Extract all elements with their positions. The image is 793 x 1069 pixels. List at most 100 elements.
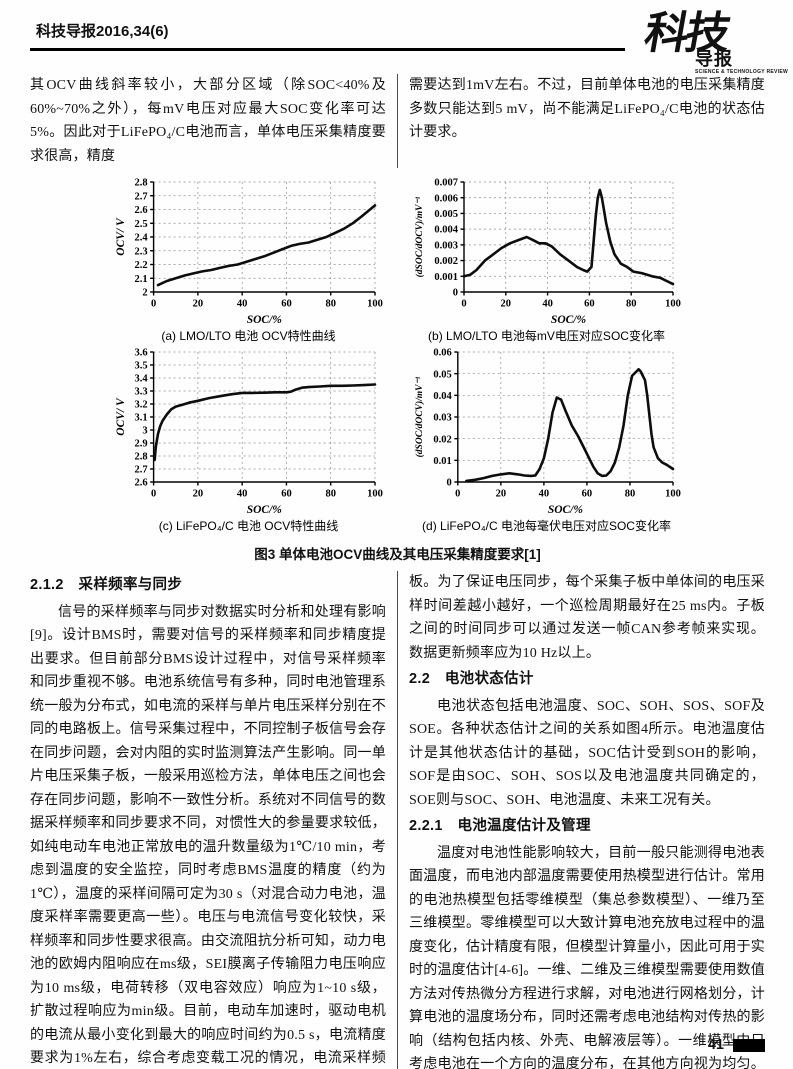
svg-text:0.05: 0.05 bbox=[433, 369, 451, 380]
svg-text:60: 60 bbox=[281, 489, 292, 500]
chart-a-caption: (a) LMO/LTO 电池 OCV特性曲线 bbox=[161, 329, 336, 343]
svg-text:0.01: 0.01 bbox=[433, 456, 451, 467]
svg-text:3: 3 bbox=[142, 426, 147, 437]
svg-text:100: 100 bbox=[367, 299, 383, 310]
svg-text:SOC/%: SOC/% bbox=[550, 314, 585, 326]
svg-text:2.7: 2.7 bbox=[134, 465, 147, 476]
svg-text:2.9: 2.9 bbox=[134, 439, 147, 450]
svg-text:OCV/ V: OCV/ V bbox=[115, 397, 127, 436]
section-2-2-1-paragraph: 温度对电池性能影响较大，目前一般只能测得电池表面温度，而电池内部温度需要使用热模… bbox=[409, 845, 765, 1069]
intro-columns: 其OCV曲线斜率较小，大部分区域（除SOC<40%及60%~70%之外），每mV… bbox=[30, 74, 765, 168]
svg-text:0.001: 0.001 bbox=[434, 272, 458, 283]
svg-text:2.5: 2.5 bbox=[134, 219, 147, 230]
svg-text:60: 60 bbox=[584, 299, 595, 310]
chart-c-lifepo4-ocv-curve: 2.6 2.7 2.8 2.9 3 3.1 3.2 3.3 3.4 3.5 3.6 0 20 40 60 80… bbox=[115, 348, 383, 516]
svg-text:0.004: 0.004 bbox=[434, 225, 458, 236]
svg-text:80: 80 bbox=[325, 299, 336, 310]
svg-text:0.03: 0.03 bbox=[433, 413, 451, 424]
svg-text:20: 20 bbox=[192, 489, 203, 500]
section-2-2-paragraph: 电池状态包括电池温度、SOC、SOH、SOS、SOF及SOE。各种状态估计之间的… bbox=[409, 698, 765, 808]
chart-d-lifepo4-dsoc-curve: 0 0.01 0.02 0.03 0.04 0.05 0.06 0 20 40 60 80 100 SOC… bbox=[414, 348, 681, 516]
svg-text:80: 80 bbox=[325, 489, 336, 500]
svg-text:(dSOC/dOCV)/mV⁻¹: (dSOC/dOCV)/mV⁻¹ bbox=[414, 376, 425, 457]
svg-text:3.2: 3.2 bbox=[134, 400, 147, 411]
page-footer: 41 bbox=[708, 1037, 765, 1053]
svg-text:2.3: 2.3 bbox=[134, 246, 147, 257]
svg-text:2.6: 2.6 bbox=[134, 478, 147, 489]
svg-text:60: 60 bbox=[581, 489, 592, 500]
svg-text:2.8: 2.8 bbox=[134, 178, 147, 189]
chart-block-b: 0 0.001 0.002 0.003 0.004 0.005 0.006 0.007 0 20 4… bbox=[411, 174, 683, 344]
svg-text:20: 20 bbox=[495, 489, 506, 500]
svg-text:SOC/%: SOC/% bbox=[246, 314, 281, 326]
section-heading-2-2: 2.2 电池状态估计 bbox=[409, 671, 534, 687]
svg-text:100: 100 bbox=[367, 489, 383, 500]
svg-text:2.1: 2.1 bbox=[134, 274, 147, 285]
svg-text:3.4: 3.4 bbox=[134, 374, 148, 385]
svg-text:3.3: 3.3 bbox=[134, 387, 147, 398]
svg-text:0.005: 0.005 bbox=[434, 209, 458, 220]
chart-block-a: 2 2.1 2.2 2.3 2.4 2.5 2.6 2.7 2.8 0 20 40 60 80 100 SOC… bbox=[113, 174, 385, 344]
figure-3: 2 2.1 2.2 2.3 2.4 2.5 2.6 2.7 2.8 0 20 40 60 80 100 SOC… bbox=[30, 174, 765, 563]
svg-text:(dSOC/dOCV)/mV⁻¹: (dSOC/dOCV)/mV⁻¹ bbox=[414, 196, 425, 277]
svg-text:80: 80 bbox=[625, 299, 636, 310]
column-divider bbox=[397, 571, 398, 1069]
section-heading-2-2-1: 2.2.1 电池温度估计及管理 bbox=[409, 818, 591, 834]
svg-text:0.003: 0.003 bbox=[434, 240, 458, 251]
svg-text:0: 0 bbox=[452, 288, 457, 299]
svg-text:60: 60 bbox=[281, 299, 292, 310]
svg-text:0: 0 bbox=[446, 478, 451, 489]
svg-text:100: 100 bbox=[665, 489, 681, 500]
intro-right-column: 需要达到1mV左右。不过，目前单体电池的电压采集精度多数只能达到5 mV，尚不能… bbox=[409, 74, 765, 168]
svg-text:3.6: 3.6 bbox=[134, 348, 147, 359]
body-right-column: 板。为了保证电压同步，每个采集子板中单体间的电压采样时间差越小越好，一个巡检周期… bbox=[409, 571, 765, 1069]
svg-text:SOC/%: SOC/% bbox=[246, 504, 281, 516]
chart-block-d: 0 0.01 0.02 0.03 0.04 0.05 0.06 0 20 40 60 80 100 SOC… bbox=[411, 344, 683, 534]
chart-row-bottom: 2.6 2.7 2.8 2.9 3 3.1 3.2 3.3 3.4 3.5 3.6 0 20 40 60 80… bbox=[30, 344, 765, 534]
svg-text:0.007: 0.007 bbox=[434, 178, 458, 189]
section-2-1-2-paragraph: 信号的采样频率与同步对数据实时分析和处理有影响[9]。设计BMS时，需要对信号的… bbox=[30, 604, 386, 1067]
svg-text:0: 0 bbox=[461, 299, 466, 310]
intro-left-paragraph: 其OCV曲线斜率较小，大部分区域（除SOC<40%及60%~70%之外），每mV… bbox=[30, 78, 386, 164]
svg-text:2.8: 2.8 bbox=[134, 452, 147, 463]
body-columns: 2.1.2 采样频率与同步 信号的采样频率与同步对数据实时分析和处理有影响[9]… bbox=[30, 571, 765, 1069]
svg-text:2.2: 2.2 bbox=[134, 260, 147, 271]
journal-logo-caption: SCIENCE & TECHNOLOGY REVIEW bbox=[695, 69, 789, 75]
page-header: 科技导报2016,34(6) 科技 导报 SCIENCE & TECHNOLOG… bbox=[30, 9, 788, 75]
svg-text:100: 100 bbox=[665, 299, 681, 310]
svg-text:20: 20 bbox=[192, 299, 203, 310]
svg-text:40: 40 bbox=[542, 299, 553, 310]
svg-text:2: 2 bbox=[142, 288, 147, 299]
intro-right-paragraph: 需要达到1mV左右。不过，目前单体电池的电压采集精度多数只能达到5 mV，尚不能… bbox=[409, 78, 765, 140]
svg-text:0: 0 bbox=[150, 299, 155, 310]
svg-text:2.6: 2.6 bbox=[134, 205, 147, 216]
body-left-column: 2.1.2 采样频率与同步 信号的采样频率与同步对数据实时分析和处理有影响[9]… bbox=[30, 571, 386, 1069]
svg-text:SOC/%: SOC/% bbox=[547, 504, 582, 516]
section-heading-2-1-2: 2.1.2 采样频率与同步 bbox=[30, 577, 183, 593]
journal-logo-main: 科技 bbox=[640, 9, 732, 58]
intro-left-column: 其OCV曲线斜率较小，大部分区域（除SOC<40%及60%~70%之外），每mV… bbox=[30, 74, 386, 168]
svg-text:0.006: 0.006 bbox=[434, 193, 458, 204]
svg-text:0: 0 bbox=[455, 489, 460, 500]
section-2-1-2-continuation: 板。为了保证电压同步，每个采集子板中单体间的电压采样时间差越小越好，一个巡检周期… bbox=[409, 575, 765, 661]
svg-text:2.4: 2.4 bbox=[134, 233, 148, 244]
header-rule bbox=[30, 48, 625, 51]
svg-text:2.7: 2.7 bbox=[134, 191, 147, 202]
chart-row-top: 2 2.1 2.2 2.3 2.4 2.5 2.6 2.7 2.8 0 20 40 60 80 100 SOC… bbox=[30, 174, 765, 344]
svg-text:3.1: 3.1 bbox=[134, 413, 147, 424]
chart-d-caption: (d) LiFePO₄/C 电池每毫伏电压对应SOC变化率 bbox=[422, 519, 671, 533]
column-divider bbox=[397, 74, 398, 168]
svg-text:20: 20 bbox=[500, 299, 511, 310]
svg-text:0.04: 0.04 bbox=[433, 391, 452, 402]
chart-a-lmo-lto-ocv-curve: 2 2.1 2.2 2.3 2.4 2.5 2.6 2.7 2.8 0 20 40 60 80 100 SOC… bbox=[115, 178, 383, 326]
svg-text:40: 40 bbox=[236, 299, 247, 310]
figure-3-title: 图3 单体电池OCV曲线及其电压采集精度要求[1] bbox=[254, 547, 541, 562]
chart-c-caption: (c) LiFePO₄/C 电池 OCV特性曲线 bbox=[158, 519, 339, 533]
svg-text:3.5: 3.5 bbox=[134, 361, 147, 372]
svg-text:0.06: 0.06 bbox=[433, 348, 451, 359]
footer-black-block bbox=[733, 1038, 765, 1052]
svg-text:80: 80 bbox=[624, 489, 635, 500]
chart-b-lmo-lto-dsoc-curve: 0 0.001 0.002 0.003 0.004 0.005 0.006 0.007 0 20 4… bbox=[414, 178, 681, 326]
journal-logo: 科技 导报 SCIENCE & TECHNOLOGY REVIEW bbox=[641, 9, 789, 75]
